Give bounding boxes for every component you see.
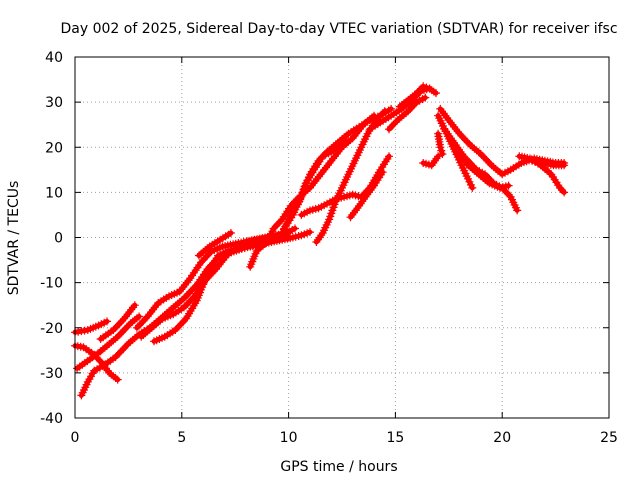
plus-markers bbox=[73, 312, 144, 373]
y-tick-label: -40 bbox=[40, 411, 63, 427]
y-tick-label: 30 bbox=[45, 95, 63, 111]
series-arc-3 bbox=[73, 312, 144, 373]
x-tick-label: 20 bbox=[493, 430, 511, 446]
y-tick-label: 40 bbox=[45, 50, 63, 66]
series-arc-23 bbox=[434, 129, 447, 158]
plus-markers bbox=[132, 224, 299, 332]
series-arc-26 bbox=[528, 156, 569, 170]
axis-ticks: 0 5 10 15 20 25 -40 -30 -20 -10 0 10 20 30 40 bbox=[40, 50, 618, 446]
series-line bbox=[397, 83, 439, 110]
x-tick-label: 5 bbox=[177, 430, 186, 446]
plus-markers bbox=[194, 229, 235, 260]
plus-markers bbox=[96, 301, 139, 343]
plus-markers bbox=[385, 93, 430, 134]
series-arc-25 bbox=[515, 152, 569, 197]
plus-markers bbox=[419, 152, 443, 170]
series-arc-22 bbox=[434, 111, 477, 192]
data-series bbox=[71, 82, 569, 400]
y-tick-label: 10 bbox=[45, 185, 63, 201]
y-tick-label: -10 bbox=[40, 276, 63, 292]
series-arc-15 bbox=[346, 168, 387, 222]
y-tick-label: 0 bbox=[54, 231, 63, 247]
y-tick-label: -20 bbox=[40, 321, 63, 337]
y-tick-label: -30 bbox=[40, 366, 63, 382]
series-arc-5 bbox=[96, 301, 139, 343]
series-arc-9 bbox=[194, 229, 235, 260]
series-arc-17 bbox=[385, 93, 430, 134]
x-tick-label: 25 bbox=[600, 430, 618, 446]
x-axis-label: GPS time / hours bbox=[280, 459, 397, 475]
plus-markers bbox=[346, 168, 387, 222]
y-tick-label: 20 bbox=[45, 140, 63, 156]
chart-title: Day 002 of 2025, Sidereal Day-to-day VTE… bbox=[60, 21, 617, 37]
grid-lines bbox=[75, 57, 609, 418]
y-axis-label: SDTVAR / TECUs bbox=[6, 181, 22, 296]
plus-markers bbox=[528, 156, 569, 170]
series-arc-2 bbox=[71, 341, 122, 384]
series-arc-24 bbox=[419, 152, 443, 170]
plus-markers bbox=[434, 111, 477, 192]
x-tick-label: 10 bbox=[280, 430, 298, 446]
x-tick-label: 15 bbox=[386, 430, 404, 446]
series-arc-18 bbox=[395, 82, 440, 111]
x-tick-label: 0 bbox=[71, 430, 80, 446]
plus-markers bbox=[434, 129, 447, 158]
plus-markers bbox=[395, 82, 440, 111]
